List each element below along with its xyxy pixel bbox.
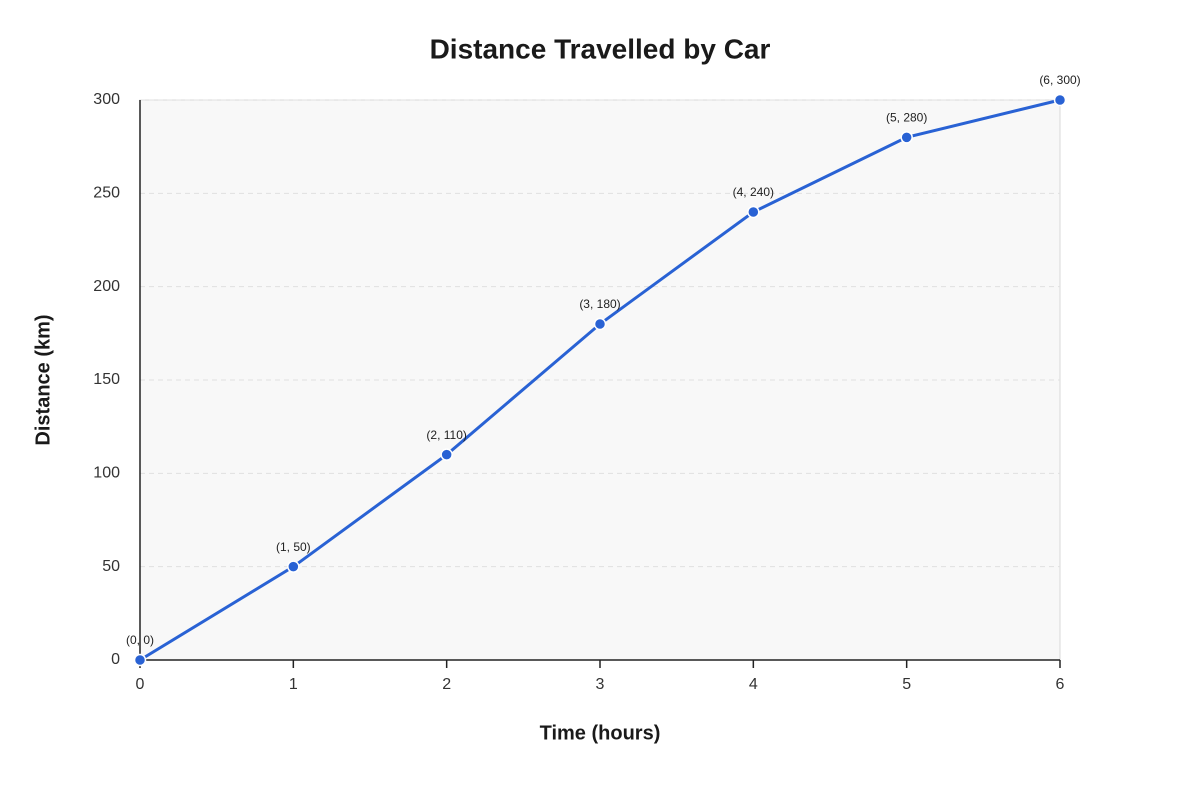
y-tick-label: 300 (93, 91, 120, 108)
y-tick-label: 100 (93, 465, 120, 482)
x-tick-label: 0 (136, 676, 145, 693)
y-tick-label: 150 (93, 371, 120, 388)
point (900, 131, 913, 144)
x-tick-label: 4 (749, 676, 758, 693)
point (440, 448, 453, 461)
y-tick-label: 50 (102, 558, 120, 575)
y-axis-title: Distance (km) (32, 314, 54, 445)
x-axis-title: Time (hours) (540, 722, 661, 744)
y-tick-label: 0 (111, 651, 120, 668)
data-label: (6, 300) (1039, 73, 1080, 87)
x-tick-label: 3 (596, 676, 605, 693)
point (593, 317, 607, 331)
chart-title: Distance Travelled by Car (430, 33, 771, 64)
x-tick-label: 6 (1056, 676, 1065, 693)
x-tick-label: 1 (289, 676, 298, 693)
data-label: (1, 50) (276, 540, 311, 554)
y-tick-label: 200 (93, 278, 120, 295)
data-label: (3, 180) (579, 297, 620, 311)
x-tick-label: 5 (902, 676, 911, 693)
point (287, 560, 300, 573)
point (1053, 93, 1067, 107)
data-label: (2, 110) (426, 428, 466, 442)
y-tick-label: 250 (93, 185, 120, 202)
x-tick-label: 2 (442, 676, 451, 693)
data-label: (5, 280) (886, 111, 927, 125)
data-label: (0, 0) (126, 633, 154, 647)
point (133, 653, 147, 667)
data-label: (4, 240) (733, 185, 774, 199)
point (747, 205, 760, 219)
